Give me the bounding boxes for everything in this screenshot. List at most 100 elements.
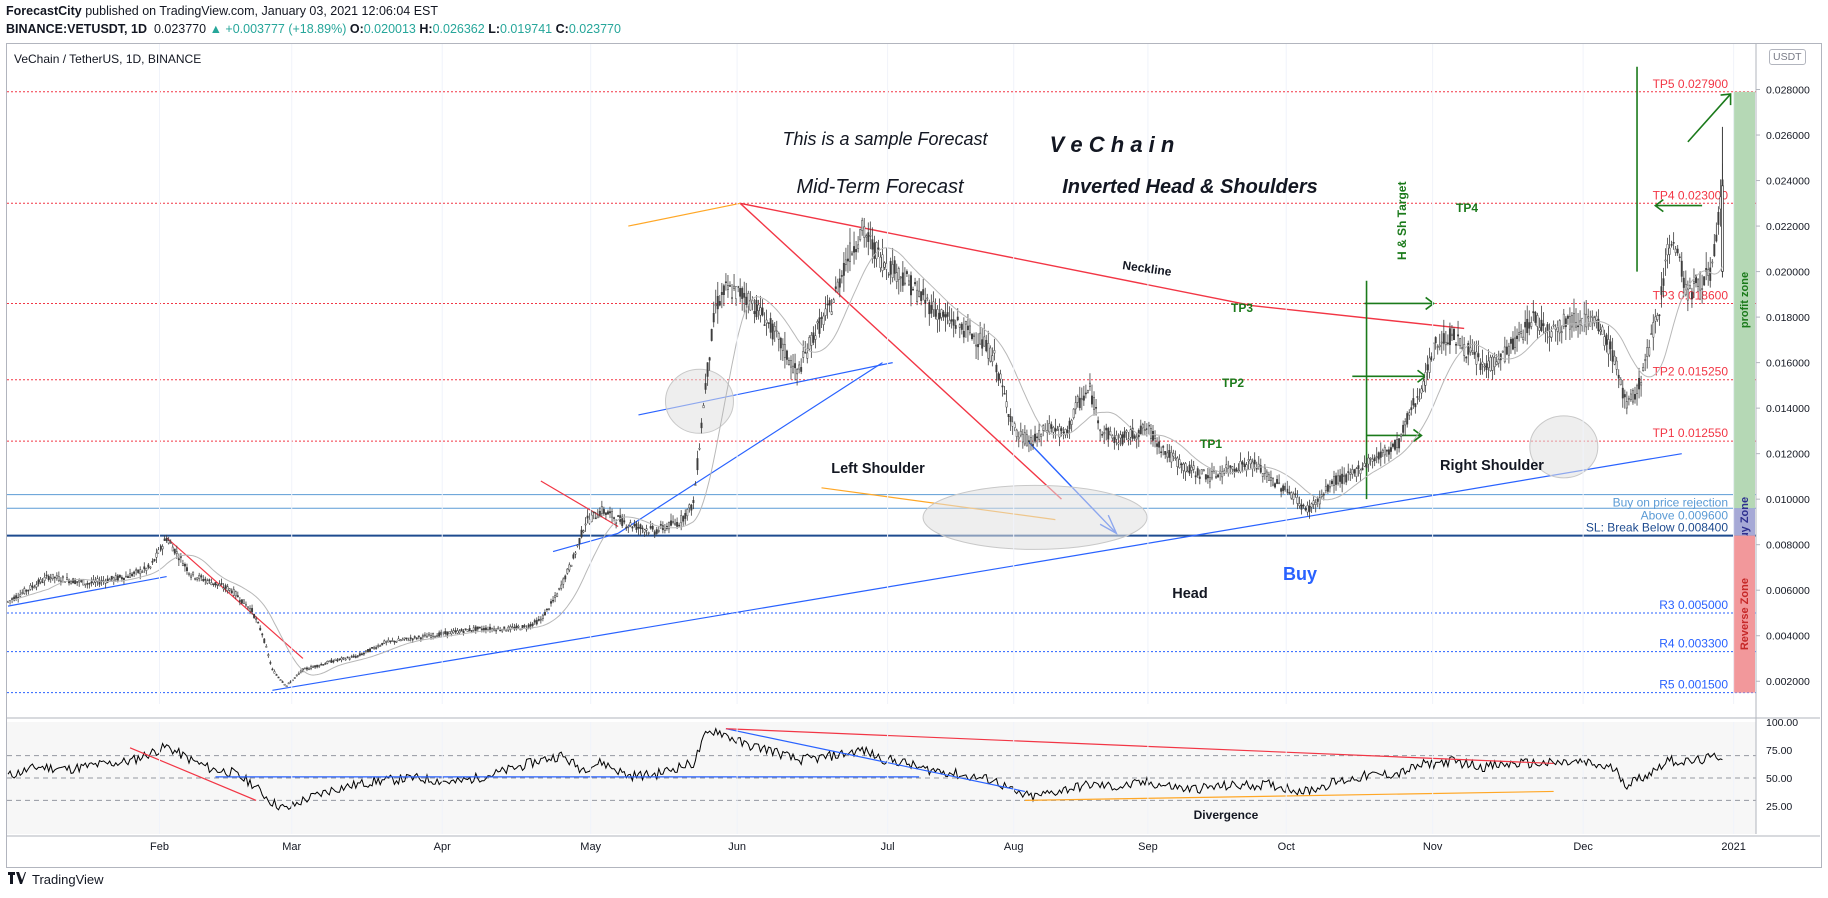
candle-body (950, 319, 953, 322)
candle-body (1587, 316, 1590, 319)
candle-body (1463, 344, 1466, 356)
candle-body (720, 292, 723, 295)
candle-body (342, 657, 345, 659)
candle-body (785, 350, 788, 360)
candle-body (682, 516, 685, 522)
rsi-trend-feb (129, 747, 257, 801)
candle-body (777, 333, 780, 340)
candle-body (857, 244, 860, 249)
candle-body (558, 588, 561, 590)
candle-body (1288, 492, 1291, 494)
candle-body (49, 577, 52, 580)
candle-body (1337, 475, 1340, 484)
candle-body (1027, 440, 1030, 443)
candle-body (710, 329, 713, 341)
candle-body (318, 665, 321, 667)
candle-body (1300, 504, 1303, 510)
candle-body (446, 631, 449, 636)
annotation-tp1: TP1 (1200, 437, 1222, 451)
candle-body (1703, 276, 1706, 286)
candle-body (466, 629, 469, 632)
candle-body (1538, 327, 1541, 331)
candle-body (1172, 453, 1175, 457)
candle-body (1392, 443, 1394, 447)
candle-body (993, 350, 996, 354)
candle-body (401, 638, 404, 641)
candle-body (1032, 444, 1034, 446)
candle-body (655, 529, 658, 534)
currency-unit-box[interactable]: USDT (1769, 49, 1806, 65)
candle-body (332, 660, 335, 663)
candle-body (157, 549, 160, 554)
candle-body (222, 587, 225, 589)
candle-body (702, 405, 705, 409)
candle-body (1133, 435, 1136, 439)
candle-body (147, 564, 150, 568)
candle-body (245, 603, 247, 607)
candle-body (470, 630, 473, 632)
candle-body (78, 579, 81, 583)
candle-body (375, 647, 378, 649)
candle-body (1131, 427, 1134, 439)
candle-body (830, 311, 833, 315)
candle-body (1170, 452, 1173, 463)
candle-body (1015, 429, 1018, 437)
candle-body (808, 337, 811, 350)
candle-body (1638, 377, 1641, 390)
candle-body (1579, 320, 1582, 325)
open-label: O: (349, 22, 364, 36)
candle-body (588, 519, 591, 524)
candle-body (1347, 471, 1350, 473)
candle-body (607, 511, 609, 515)
candle-body (820, 317, 823, 319)
candle-body (905, 271, 908, 274)
candle-body (938, 312, 941, 320)
y-tick-label: 0.012000 (1766, 449, 1810, 461)
candle-body (356, 655, 359, 657)
candle-body (761, 307, 764, 316)
candle-body (1432, 342, 1435, 360)
candle-body (442, 632, 445, 634)
candle-body (285, 685, 288, 688)
candle-body (1467, 343, 1470, 355)
candle-body (1007, 413, 1010, 418)
candle-body (975, 344, 978, 347)
candle-body (364, 650, 367, 652)
candle-body (694, 484, 697, 486)
candle-body (617, 515, 620, 517)
candle-body (753, 311, 756, 315)
candle-body (604, 512, 607, 515)
candle-body (76, 581, 79, 583)
annotation-right-shoulder: Right Shoulder (1440, 458, 1544, 474)
candle-body (53, 576, 56, 579)
candle-body (377, 645, 380, 647)
footer-brand[interactable]: TradingView (8, 872, 104, 887)
candle-body (1050, 424, 1053, 429)
candle-body (859, 229, 862, 240)
candle-body (688, 504, 691, 509)
candle-body (127, 576, 129, 578)
candle-body (765, 319, 768, 324)
candle-body (55, 575, 58, 579)
candle-body (161, 546, 164, 550)
candle-body (1243, 463, 1246, 467)
candle-body (816, 321, 819, 324)
candle-body (1215, 475, 1218, 478)
candle-body (1322, 493, 1325, 496)
candle-body (1034, 433, 1037, 442)
candle-body (1619, 378, 1622, 386)
candle-body (1186, 470, 1189, 473)
x-tick-label: May (580, 841, 601, 853)
candle-body (1701, 288, 1704, 290)
candle-body (1200, 469, 1203, 475)
candle-body (788, 360, 790, 365)
candle-body (535, 620, 538, 625)
y-tick-label: 0.004000 (1766, 631, 1810, 643)
candle-body (680, 515, 683, 524)
candle-body (255, 618, 258, 621)
zone-bar (1733, 535, 1755, 693)
candle-body (1082, 395, 1085, 401)
ohlc-line: BINANCE:VETUSDT, 1D 0.023770 ▲ +0.003777… (6, 22, 621, 36)
candle-body (1546, 324, 1549, 332)
